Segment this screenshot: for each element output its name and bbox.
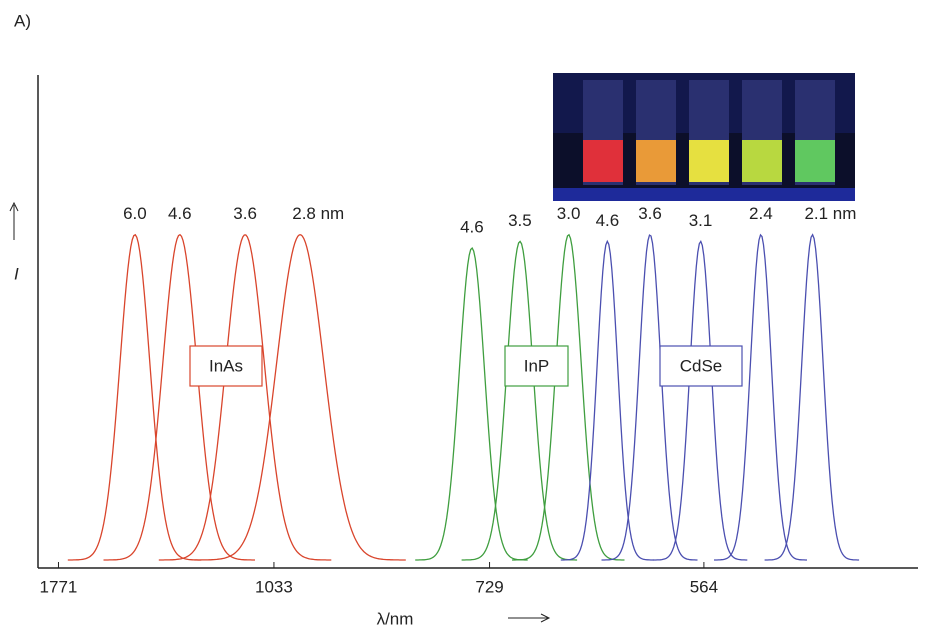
peak-label: 3.6 bbox=[638, 204, 662, 223]
y-axis-label: I bbox=[14, 264, 19, 283]
spectrum-curve bbox=[158, 234, 332, 561]
spectrum-curve bbox=[67, 233, 202, 561]
spectrum-curve bbox=[560, 239, 654, 561]
group-label-box bbox=[659, 345, 743, 387]
x-axis-label: λ/nm bbox=[377, 609, 414, 628]
group-label: InP bbox=[524, 356, 550, 375]
spectrum-curve bbox=[764, 233, 860, 561]
spectrum-curve bbox=[652, 239, 748, 561]
x-tick-label: 729 bbox=[475, 577, 503, 596]
inset-photo bbox=[553, 73, 855, 201]
x-tick-label: 1033 bbox=[255, 577, 293, 596]
peak-label: 2.4 bbox=[749, 204, 773, 223]
spectrum-curve bbox=[194, 234, 406, 561]
peak-label: 2.8 nm bbox=[292, 204, 344, 223]
peak-label: 4.6 bbox=[168, 204, 192, 223]
panel-label: A) bbox=[14, 11, 31, 30]
group-label: CdSe bbox=[680, 356, 723, 375]
peak-label: 3.5 bbox=[508, 211, 532, 230]
peak-label: 3.1 bbox=[689, 211, 713, 230]
y-arrow bbox=[9, 201, 19, 240]
peak-label: 3.6 bbox=[233, 204, 257, 223]
group-label-box bbox=[189, 345, 263, 387]
x-tick-label: 564 bbox=[690, 577, 718, 596]
group-label-box bbox=[504, 345, 569, 387]
spectrum-curve bbox=[415, 247, 528, 561]
spectrum-curve bbox=[461, 240, 578, 561]
peak-label: 2.1 nm bbox=[804, 204, 856, 223]
group-label: InAs bbox=[209, 356, 243, 375]
x-tick-label: 1771 bbox=[40, 577, 78, 596]
peak-label: 4.6 bbox=[460, 217, 484, 236]
spectrum-curve bbox=[601, 234, 698, 561]
peak-label: 4.6 bbox=[596, 211, 620, 230]
x-arrow bbox=[508, 613, 551, 623]
spectrum-curve bbox=[714, 233, 807, 561]
peak-label: 6.0 bbox=[123, 204, 147, 223]
spectrum-curve bbox=[512, 233, 625, 561]
peak-label: 3.0 bbox=[557, 204, 581, 223]
